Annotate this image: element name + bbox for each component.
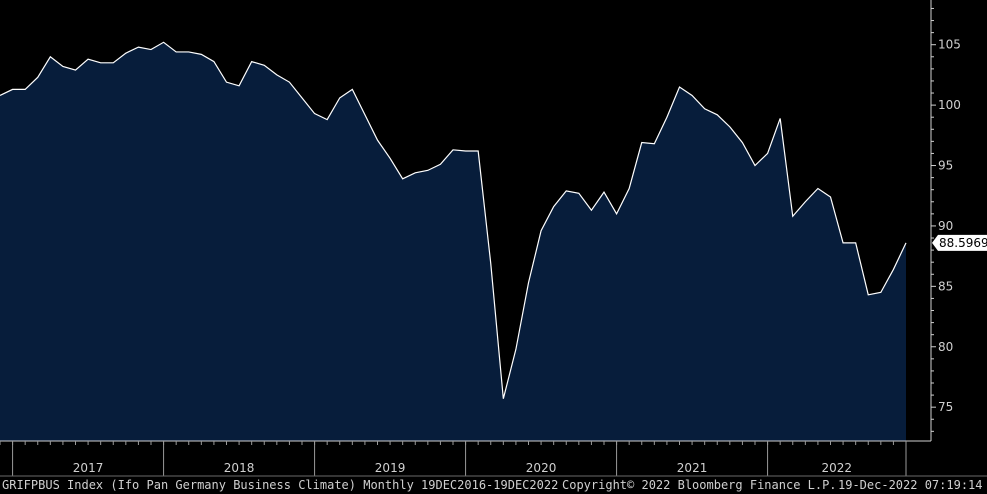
y-tick-label: 85 [938,279,953,293]
year-tick-label: 2021 [677,461,708,475]
y-tick-label: 100 [938,98,961,112]
y-tick-label: 90 [938,219,953,233]
security-description: GRIFPBUS Index (Ifo Pan Germany Business… [2,478,559,492]
last-value-label: 88.5969 [939,236,987,250]
timestamp: 19-Dec-2022 07:19:14 [838,478,983,492]
series-line [0,41,907,399]
last-value-tag [932,234,987,251]
y-tick-label: 95 [938,159,953,173]
year-tick-label: 2019 [375,461,406,475]
year-tick-label: 2018 [224,461,255,475]
y-tick-label: 105 [938,38,961,52]
y-tick-label: 80 [938,340,953,354]
year-tick-label: 2022 [822,461,853,475]
series-area-fill [0,42,906,441]
y-tick-label: 75 [938,400,953,414]
year-tick-label: 2020 [526,461,557,475]
year-tick-label: 2017 [73,461,104,475]
copyright-notice: Copyright© 2022 Bloomberg Finance L.P. [562,478,837,492]
